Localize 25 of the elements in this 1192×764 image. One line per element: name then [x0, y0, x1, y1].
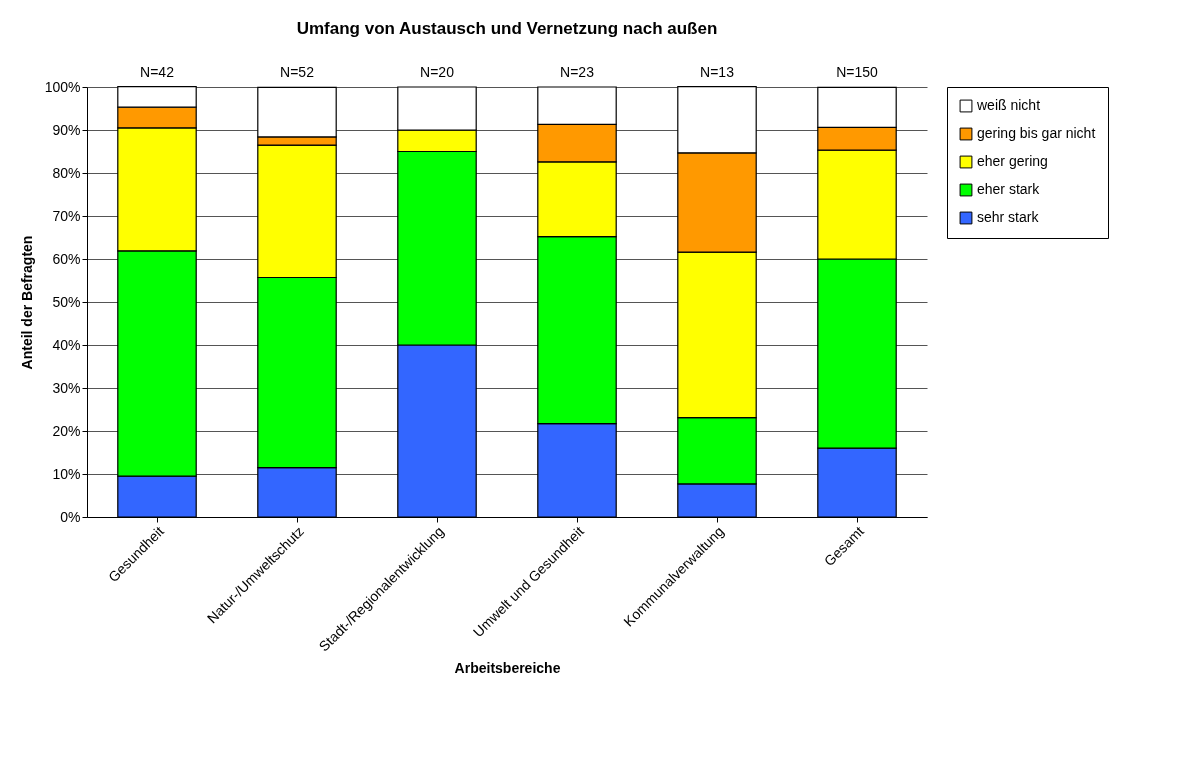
y-tick-label: 90%	[52, 121, 81, 138]
y-tick-label: 50%	[52, 293, 81, 310]
y-tick-label: 20%	[52, 422, 81, 439]
y-tick-label: 80%	[52, 164, 81, 181]
y-axis-title: Anteil der Befragten	[18, 235, 35, 370]
y-tick-label: 40%	[52, 336, 81, 353]
y-tick-label: 0%	[60, 508, 81, 525]
annotation: N=150	[836, 64, 879, 80]
legend-label: eher stark	[977, 181, 1041, 197]
legend-label: gering bis gar nicht	[977, 125, 1096, 141]
y-tick-label: 10%	[52, 465, 81, 482]
legend-label: sehr stark	[977, 209, 1040, 225]
annotation: N=20	[420, 64, 455, 80]
annotation: N=42	[140, 64, 175, 80]
annotation: N=13	[700, 64, 735, 80]
chart-title: Umfang von Austausch und Vernetzung nach außen	[296, 19, 718, 38]
y-tick-label: 100%	[44, 78, 81, 95]
legend-label: weiß nicht	[976, 97, 1041, 113]
y-tick-label: 70%	[52, 207, 81, 224]
annotation: N=52	[280, 64, 315, 80]
legend-label: eher gering	[977, 153, 1048, 169]
x-axis-title: Arbeitsbereiche	[454, 660, 561, 677]
y-tick-label: 30%	[52, 379, 81, 396]
annotation: N=23	[560, 64, 595, 80]
y-tick-label: 60%	[52, 250, 81, 267]
